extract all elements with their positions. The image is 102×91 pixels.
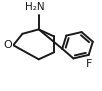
Text: O: O [3, 40, 12, 50]
Text: F: F [85, 59, 92, 69]
Text: H₂N: H₂N [25, 2, 45, 12]
